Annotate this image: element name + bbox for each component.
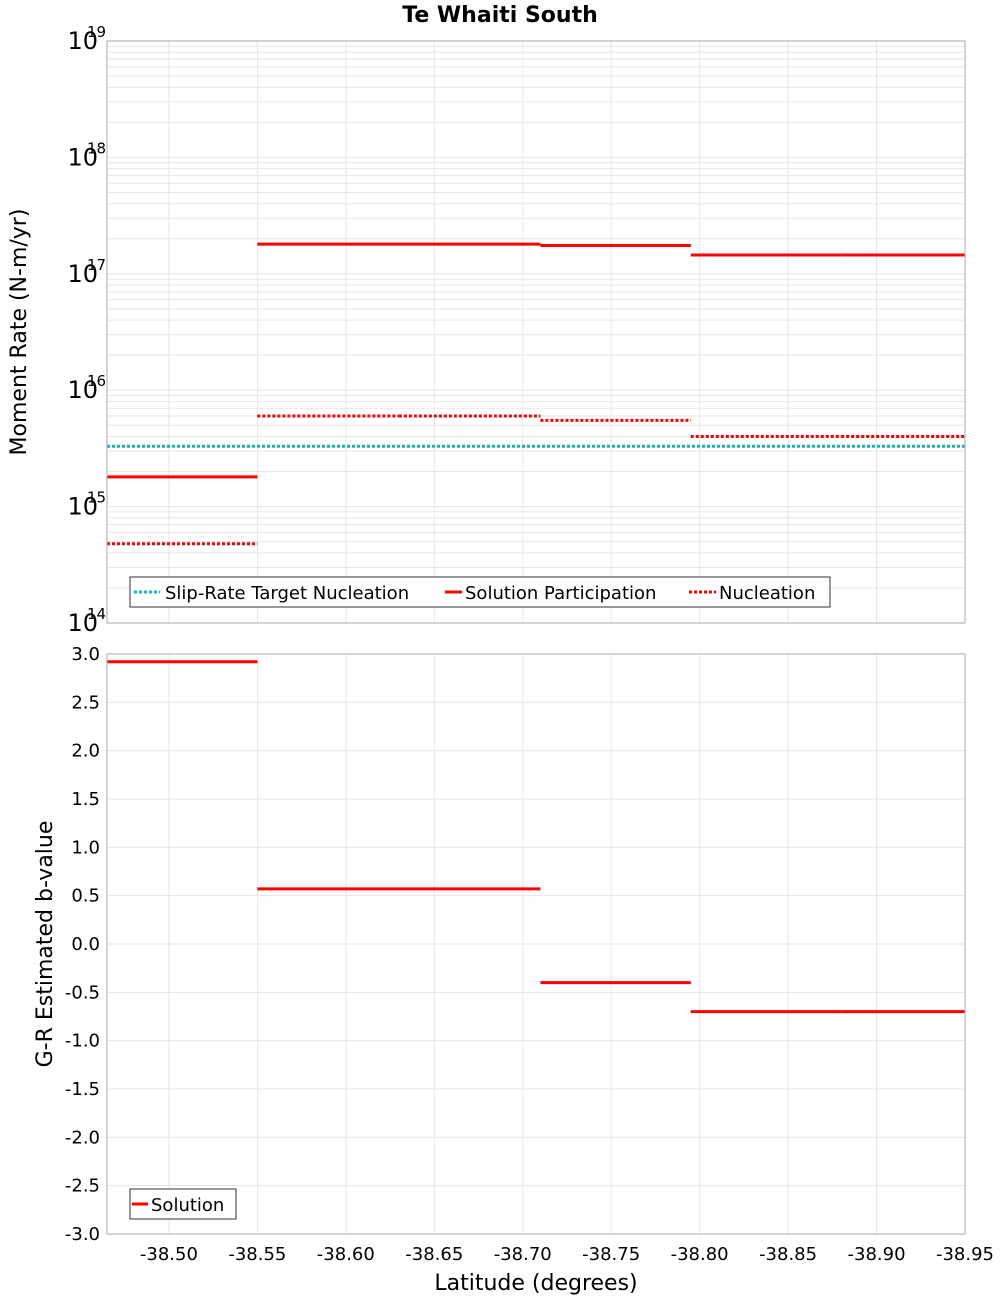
y-tick-exponent-1e19: 19 bbox=[87, 23, 106, 41]
moment-rate-series bbox=[107, 242, 965, 546]
y-tick-label-2-0: 2.0 bbox=[71, 741, 100, 762]
y-tick-label-3-0: 3.0 bbox=[71, 644, 100, 665]
b-value-y-axis-label: G-R Estimated b-value bbox=[33, 821, 58, 1068]
chart-title: Te Whaiti South bbox=[402, 3, 598, 28]
y-tick-exponent-1e17: 17 bbox=[87, 256, 106, 274]
y-tick-label-2-0: -2.0 bbox=[65, 1127, 100, 1148]
y-tick-base-1e19: 10 bbox=[67, 27, 98, 55]
b-value-legend: Solution bbox=[129, 1188, 237, 1220]
y-tick-label-2-5: -2.5 bbox=[65, 1176, 100, 1197]
moment-rate-plot-area bbox=[107, 41, 965, 623]
y-tick-label-0-5: 0.5 bbox=[71, 886, 100, 907]
x-tick-label-38-80: -38.80 bbox=[671, 1244, 729, 1265]
y-tick-label-1-5: 1.5 bbox=[71, 789, 100, 810]
x-tick-label-38-55: -38.55 bbox=[228, 1244, 286, 1265]
y-tick-label-3-0: -3.0 bbox=[65, 1224, 100, 1245]
y-tick-label-0-0: 0.0 bbox=[71, 934, 100, 955]
legend-label-solution-participation: Solution Participation bbox=[465, 583, 656, 604]
moment-rate-legend: Slip-Rate Target Nucleation Solution Par… bbox=[129, 576, 831, 608]
moment-rate-y-axis-label: Moment Rate (N-m/yr) bbox=[7, 209, 32, 456]
y-tick-base-1e15: 10 bbox=[67, 493, 98, 521]
b-value-panel: 3.0 2.5 2.0 1.5 1.0 0.5 0.0 -0.5 -1.0 -1.5 -2.0 -2.… bbox=[33, 644, 994, 1296]
y-tick-label-2-5: 2.5 bbox=[71, 692, 100, 713]
y-tick-base-1e14: 10 bbox=[67, 609, 98, 637]
b-value-plot-frame bbox=[106, 653, 966, 1235]
y-tick-label-1-0: 1.0 bbox=[71, 837, 100, 858]
x-tick-label-38-65: -38.65 bbox=[405, 1244, 463, 1265]
legend-label-slip-rate-target: Slip-Rate Target Nucleation bbox=[165, 583, 409, 604]
b-value-legend-box bbox=[129, 1188, 237, 1220]
b-value-y-ticks: 3.0 2.5 2.0 1.5 1.0 0.5 0.0 -0.5 -1.0 -1.5 -2.0 -2.… bbox=[65, 644, 100, 1245]
y-tick-label-1-0: -1.0 bbox=[65, 1031, 100, 1052]
x-tick-label-38-70: -38.70 bbox=[494, 1244, 552, 1265]
y-tick-label-0-5: -0.5 bbox=[65, 982, 100, 1003]
y-tick-base-1e16: 10 bbox=[67, 376, 98, 404]
y-tick-base-1e18: 10 bbox=[67, 143, 98, 171]
y-tick-label-1-5: -1.5 bbox=[65, 1079, 100, 1100]
b-value-series bbox=[107, 660, 965, 1014]
y-tick-base-1e17: 10 bbox=[67, 260, 98, 288]
x-tick-label-38-95: -38.95 bbox=[936, 1244, 994, 1265]
y-tick-exponent-1e18: 18 bbox=[87, 139, 106, 157]
legend-label-nucleation: Nucleation bbox=[719, 583, 815, 604]
x-tick-label-38-60: -38.60 bbox=[317, 1244, 375, 1265]
moment-rate-legend-box bbox=[129, 576, 831, 608]
y-tick-exponent-1e16: 16 bbox=[87, 372, 106, 390]
y-tick-exponent-1e14: 14 bbox=[87, 605, 106, 623]
latitude-x-ticks: -38.50 -38.55 -38.60 -38.65 -38.70 -38.75 -38.… bbox=[140, 1244, 994, 1265]
x-tick-label-38-85: -38.85 bbox=[759, 1244, 817, 1265]
latitude-x-axis-label: Latitude (degrees) bbox=[434, 1271, 637, 1296]
y-tick-exponent-1e15: 15 bbox=[87, 489, 106, 507]
legend-label-solution: Solution bbox=[151, 1195, 224, 1216]
x-tick-label-38-90: -38.90 bbox=[848, 1244, 906, 1265]
moment-rate-plot-frame bbox=[106, 40, 966, 624]
x-tick-label-38-50: -38.50 bbox=[140, 1244, 198, 1265]
x-tick-label-38-75: -38.75 bbox=[582, 1244, 640, 1265]
